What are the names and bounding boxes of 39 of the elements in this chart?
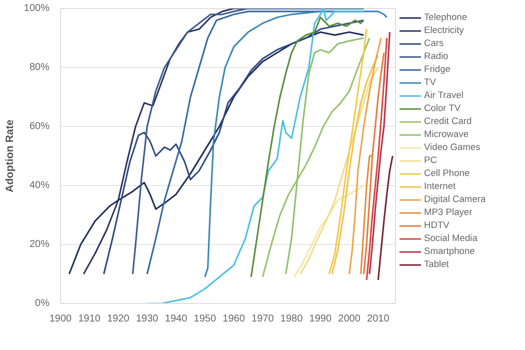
legend-label: MP3 Player: [424, 207, 472, 217]
y-tick-label: 100%: [24, 3, 50, 14]
x-tick-label: 1990: [309, 314, 332, 324]
x-tick-label: 1960: [222, 314, 246, 324]
x-tick-label: 1950: [194, 314, 216, 324]
y-tick-label: 0%: [35, 298, 50, 309]
legend-label: Digital Camera: [424, 194, 486, 204]
legend-label: Social Media: [424, 233, 478, 243]
legend-label: Fridge: [424, 64, 450, 74]
x-tick-label: 1920: [107, 314, 130, 324]
x-tick-label: 1980: [280, 314, 304, 324]
y-tick-label: 60%: [29, 121, 50, 132]
legend-label: Cars: [424, 38, 444, 48]
legend-label: Smartphone: [424, 246, 475, 256]
legend-label: Microwave: [424, 129, 469, 139]
y-axis-title: Adoption Rate: [4, 120, 16, 192]
legend-label: Electricity: [424, 25, 464, 35]
legend-label: Cell Phone: [424, 168, 470, 178]
legend-label: Color TV: [424, 103, 461, 113]
legend-label: HDTV: [424, 220, 450, 230]
x-tick-label: 2000: [338, 314, 361, 324]
y-tick-label: 80%: [29, 62, 50, 73]
legend-label: PC: [424, 155, 438, 165]
legend-label: Air Travel: [424, 90, 464, 100]
legend-label: Tablet: [424, 259, 449, 269]
x-tick-label: 1900: [49, 314, 72, 324]
x-tick-label: 2010: [367, 314, 390, 324]
y-tick-label: 40%: [29, 180, 50, 191]
x-tick-label: 1930: [136, 314, 159, 324]
x-tick-label: 1970: [252, 314, 274, 324]
legend-label: Credit Card: [424, 116, 472, 126]
x-tick-label: 1910: [78, 314, 101, 324]
x-tick-label: 1940: [164, 314, 188, 324]
legend-label: TV: [424, 77, 437, 87]
legend-label: Radio: [424, 51, 448, 61]
legend-label: Telephone: [424, 12, 468, 22]
legend-label: Video Games: [424, 142, 480, 152]
legend-label: Internet: [424, 181, 456, 191]
y-tick-label: 20%: [29, 239, 50, 250]
